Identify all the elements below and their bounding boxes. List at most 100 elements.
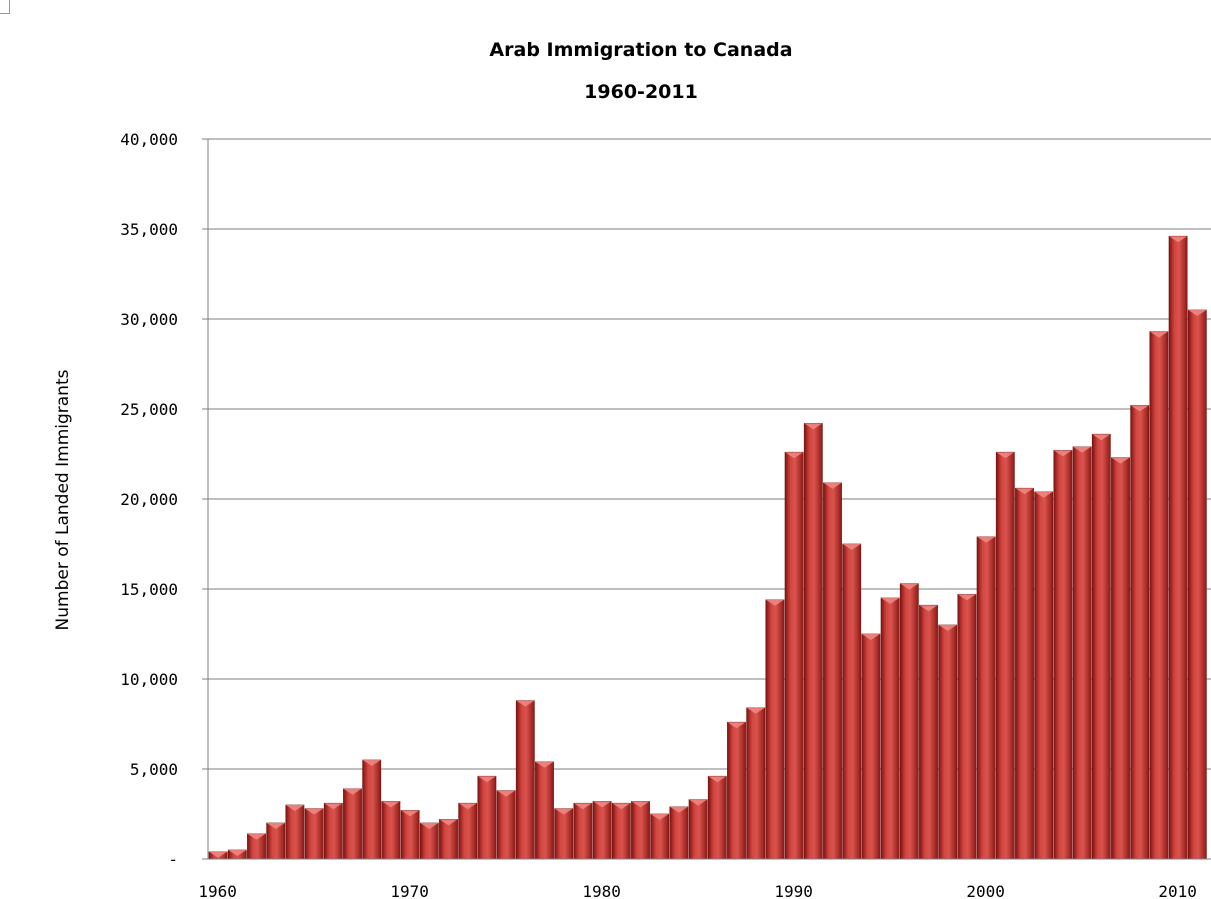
bar-body bbox=[458, 802, 478, 860]
bar-1980 bbox=[592, 801, 612, 860]
bar-1963 bbox=[266, 822, 286, 860]
bar-top-bevel bbox=[477, 776, 496, 783]
bar-top-bevel bbox=[1111, 457, 1130, 464]
bar-1985 bbox=[688, 799, 708, 860]
bar-1984 bbox=[669, 806, 689, 860]
bar-2011 bbox=[1187, 309, 1207, 860]
x-tick-label: 1980 bbox=[582, 882, 621, 899]
bar-1996 bbox=[899, 583, 919, 860]
bar-top-bevel bbox=[765, 599, 784, 606]
bar-1968 bbox=[362, 759, 382, 860]
bar-2004 bbox=[1053, 450, 1073, 860]
bar-top-bevel bbox=[612, 803, 631, 810]
bar-body bbox=[1034, 491, 1054, 860]
bar-body bbox=[285, 804, 305, 860]
bar-body bbox=[650, 813, 670, 860]
bar-body bbox=[304, 808, 324, 860]
bar-2001 bbox=[995, 451, 1015, 860]
bar-body bbox=[669, 806, 689, 860]
bar-top-bevel bbox=[938, 625, 957, 631]
y-tick-label: 30,000 bbox=[120, 310, 178, 329]
bar-top-bevel bbox=[996, 452, 1015, 459]
chart-selection-handle bbox=[0, 0, 10, 14]
bar-body bbox=[1053, 450, 1073, 860]
bar-top-bevel bbox=[516, 700, 535, 707]
bar-2003 bbox=[1034, 491, 1054, 860]
x-tick-label: 2010 bbox=[1158, 882, 1197, 899]
x-tick-labels: 1960 1970 1980 1990 2000 2010 bbox=[198, 882, 1197, 899]
bar-body bbox=[727, 721, 746, 860]
bar-top-bevel bbox=[305, 808, 324, 815]
bar-top-bevel bbox=[324, 803, 343, 810]
bar-body bbox=[496, 790, 516, 860]
bar-top-bevel bbox=[900, 583, 919, 590]
bar-1990 bbox=[784, 451, 804, 860]
bar-body bbox=[976, 536, 996, 860]
bar-body bbox=[362, 759, 382, 860]
bar-top-bevel bbox=[785, 452, 804, 459]
bar-body bbox=[1091, 433, 1111, 860]
bar-top-bevel bbox=[1092, 434, 1111, 441]
x-tick-label: 1960 bbox=[198, 882, 237, 899]
bar-top-bevel bbox=[573, 803, 592, 810]
bar-1972 bbox=[439, 819, 458, 860]
y-tick-label: 40,000 bbox=[120, 130, 178, 149]
bar-top-bevel bbox=[381, 801, 400, 808]
bar-top-bevel bbox=[1149, 331, 1168, 338]
bar-body bbox=[899, 583, 919, 860]
bar-body bbox=[1015, 487, 1034, 860]
bar-body bbox=[535, 761, 554, 860]
bar-1975 bbox=[496, 790, 516, 860]
bar-1977 bbox=[535, 761, 554, 860]
bar-1986 bbox=[707, 775, 727, 860]
bar-1971 bbox=[419, 822, 439, 860]
bar-1974 bbox=[477, 775, 497, 860]
y-tick-label: 20,000 bbox=[120, 490, 178, 509]
bar-body bbox=[477, 775, 497, 860]
bar-body bbox=[765, 599, 785, 860]
bar-1987 bbox=[727, 721, 746, 860]
y-tick-label: 5,000 bbox=[130, 760, 178, 779]
bar-body bbox=[938, 624, 958, 860]
bar-1982 bbox=[631, 801, 650, 860]
bar-top-bevel bbox=[746, 707, 765, 714]
bar-body bbox=[861, 633, 881, 860]
bar-top-bevel bbox=[823, 482, 842, 489]
bar-1969 bbox=[381, 801, 401, 860]
bar-top-bevel bbox=[861, 634, 880, 640]
bar-top-bevel bbox=[439, 819, 458, 826]
bar-body bbox=[631, 801, 650, 860]
bar-top-bevel bbox=[1188, 310, 1207, 316]
bar-top-bevel bbox=[209, 851, 228, 858]
bar-1970 bbox=[400, 810, 420, 860]
bar-2006 bbox=[1091, 433, 1111, 860]
bar-1997 bbox=[919, 604, 938, 860]
bar-top-bevel bbox=[1130, 405, 1149, 412]
bar-body bbox=[1168, 235, 1188, 860]
bar-1960 bbox=[208, 851, 228, 860]
bar-top-bevel bbox=[977, 536, 996, 543]
bar-top-bevel bbox=[631, 801, 650, 808]
bar-2009 bbox=[1149, 331, 1169, 860]
bar-series bbox=[208, 235, 1207, 860]
chart-title-line-2: 1960-2011 bbox=[584, 81, 698, 103]
bar-top-bevel bbox=[881, 598, 900, 604]
bar-top-bevel bbox=[842, 544, 861, 550]
bar-body bbox=[1149, 331, 1169, 860]
bar-top-bevel bbox=[247, 833, 266, 840]
bar-1995 bbox=[880, 597, 900, 860]
bar-body bbox=[381, 801, 401, 860]
bar-1992 bbox=[823, 482, 842, 860]
bar-body bbox=[592, 801, 612, 860]
bar-body bbox=[919, 604, 938, 860]
bar-top-bevel bbox=[919, 605, 938, 612]
bar-top-bevel bbox=[708, 776, 727, 783]
bar-1994 bbox=[861, 633, 881, 860]
bar-body bbox=[995, 451, 1015, 860]
bar-body bbox=[1072, 446, 1092, 860]
bar-body bbox=[957, 594, 977, 860]
bar-top-bevel bbox=[535, 761, 554, 768]
bar-top-bevel bbox=[669, 806, 688, 813]
